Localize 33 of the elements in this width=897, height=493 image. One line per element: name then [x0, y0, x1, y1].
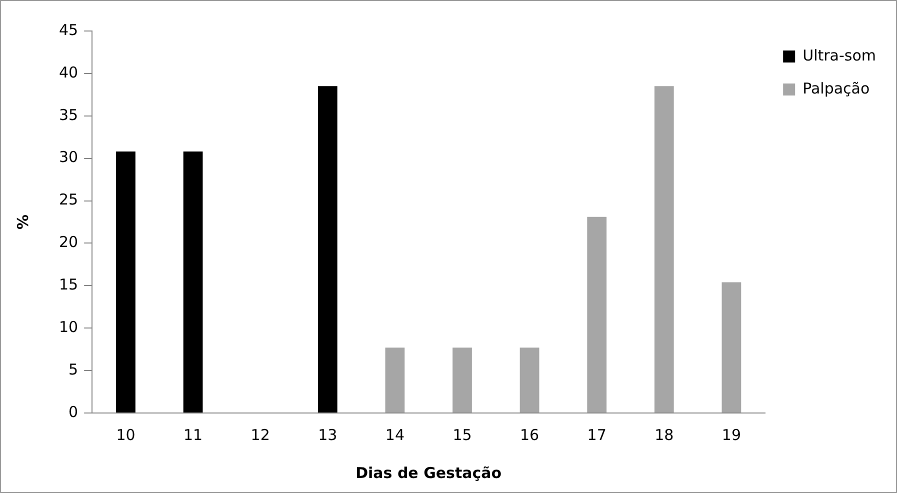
bar: [587, 216, 607, 412]
x-tick-label: 18: [654, 426, 674, 444]
legend-label: Palpação: [802, 79, 870, 98]
x-tick-label: 17: [587, 426, 606, 444]
y-tick-label: 30: [58, 148, 78, 166]
y-tick-label: 20: [58, 233, 78, 252]
y-tick-label: 5: [68, 360, 78, 378]
x-tick-label: 19: [722, 426, 741, 444]
x-tick-label: 16: [520, 426, 540, 444]
y-axis-title: %: [14, 214, 32, 230]
bar: [318, 86, 338, 412]
x-tick-label: 13: [318, 426, 338, 444]
y-tick-label: 10: [58, 318, 78, 336]
y-tick-label: 45: [58, 20, 78, 39]
bar: [520, 348, 540, 412]
bar: [116, 152, 136, 412]
bar: [385, 348, 405, 412]
x-tick-label: 11: [183, 426, 203, 444]
y-tick-label: 40: [58, 63, 78, 82]
y-tick-label: 25: [58, 190, 78, 209]
y-tick-label: 35: [58, 106, 78, 124]
x-tick-label: 14: [385, 426, 404, 444]
bar: [722, 282, 742, 412]
x-tick-label: 12: [250, 426, 270, 444]
bar: [183, 152, 203, 412]
x-tick-label: 15: [452, 426, 472, 444]
y-tick-label: 0: [68, 402, 78, 421]
y-tick-label: 15: [58, 276, 78, 294]
bar: [654, 86, 674, 412]
x-axis-title: Dias de Gestação: [356, 464, 502, 482]
legend-label: Ultra-som: [802, 46, 876, 64]
x-tick-label: 10: [116, 426, 136, 444]
bar: [452, 348, 472, 412]
